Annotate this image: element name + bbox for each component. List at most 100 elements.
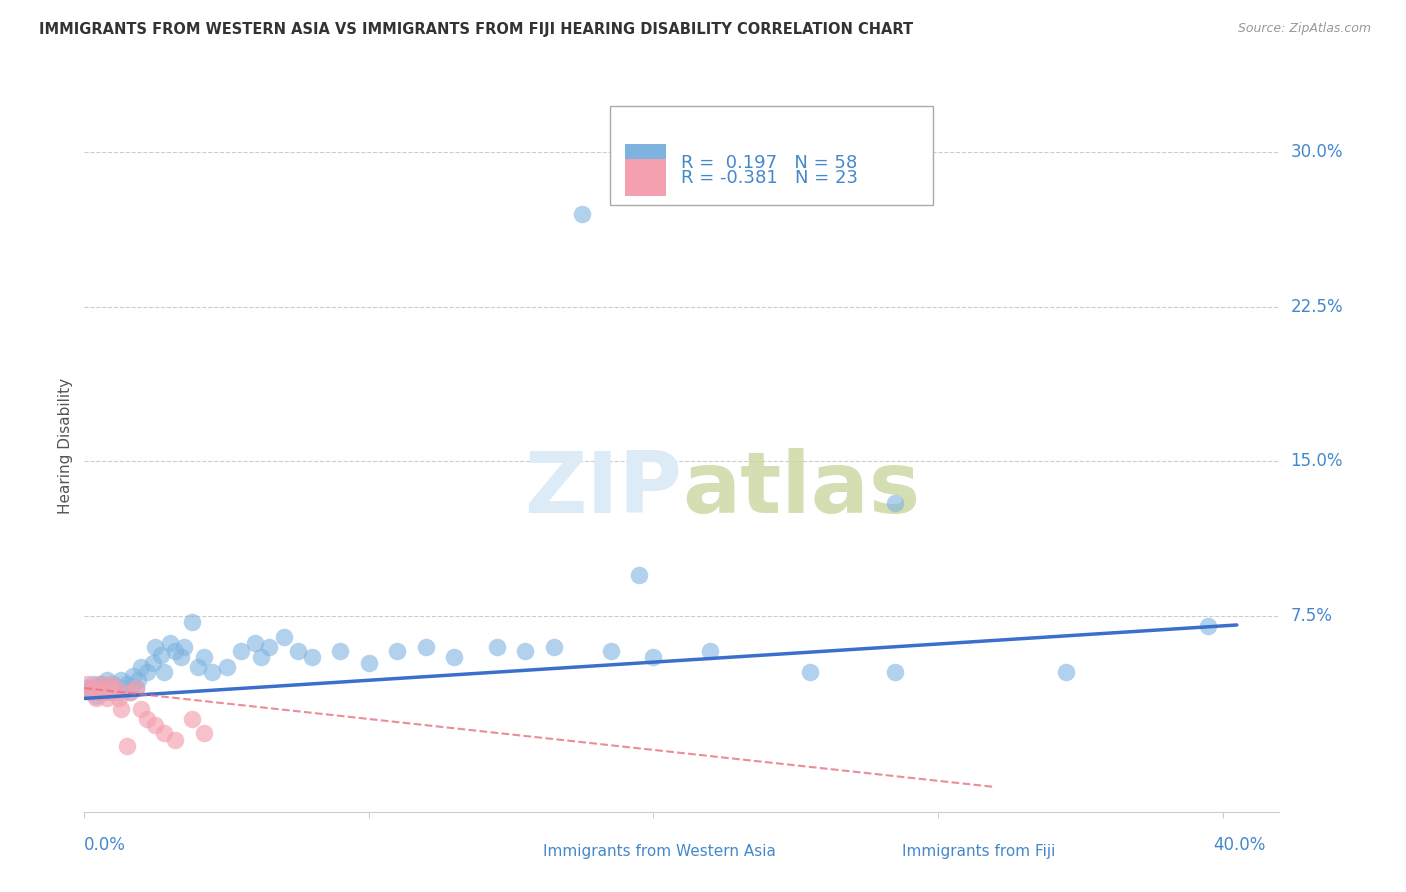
Point <box>124 681 146 695</box>
Point <box>329 644 352 658</box>
Point <box>96 691 118 706</box>
Point <box>76 677 98 691</box>
Point <box>96 673 118 687</box>
Text: IMMIGRANTS FROM WESTERN ASIA VS IMMIGRANTS FROM FIJI HEARING DISABILITY CORRELAT: IMMIGRANTS FROM WESTERN ASIA VS IMMIGRAN… <box>39 22 914 37</box>
Point <box>79 685 101 699</box>
Point <box>159 636 181 650</box>
Point <box>121 669 143 683</box>
Point <box>87 677 110 691</box>
Point <box>628 567 651 582</box>
Point <box>79 685 101 699</box>
Text: R =  0.197   N = 58: R = 0.197 N = 58 <box>681 153 858 171</box>
Point <box>259 640 281 654</box>
Point <box>82 681 104 695</box>
Point <box>101 685 124 699</box>
Point <box>124 681 146 695</box>
Bar <box>862 843 887 861</box>
Text: ZIP: ZIP <box>524 449 682 532</box>
Point <box>1197 619 1219 633</box>
Point <box>273 630 295 644</box>
Point <box>884 496 907 510</box>
Point <box>515 644 537 658</box>
Point <box>153 726 176 740</box>
Text: 7.5%: 7.5% <box>1291 607 1333 625</box>
Text: Immigrants from Fiji: Immigrants from Fiji <box>901 845 1054 860</box>
Point <box>249 650 271 665</box>
Point <box>193 726 215 740</box>
Point <box>90 685 112 699</box>
Point <box>181 615 204 629</box>
Point <box>699 644 721 658</box>
Point <box>104 681 127 695</box>
Point <box>107 685 129 699</box>
Point <box>170 650 193 665</box>
Point <box>118 685 141 699</box>
Point <box>387 644 409 658</box>
Text: R = -0.381   N = 23: R = -0.381 N = 23 <box>681 169 858 186</box>
Point <box>193 650 215 665</box>
Point <box>145 718 167 732</box>
Text: 30.0%: 30.0% <box>1291 144 1343 161</box>
Point <box>187 660 209 674</box>
Point <box>110 673 132 687</box>
Point <box>357 657 380 671</box>
Text: 40.0%: 40.0% <box>1213 837 1265 855</box>
Point <box>96 681 118 695</box>
Point <box>884 665 907 679</box>
Point <box>107 691 129 706</box>
Point <box>599 644 621 658</box>
Point <box>115 677 138 691</box>
Point <box>153 665 176 679</box>
Point <box>112 681 135 695</box>
Point <box>101 677 124 691</box>
Text: 15.0%: 15.0% <box>1291 452 1343 470</box>
Point <box>93 681 115 695</box>
Point <box>287 644 309 658</box>
Text: atlas: atlas <box>682 449 920 532</box>
Point <box>150 648 173 662</box>
Point <box>173 640 195 654</box>
Point <box>301 650 323 665</box>
Bar <box>503 843 529 861</box>
Text: 0.0%: 0.0% <box>84 837 127 855</box>
Point <box>84 691 107 706</box>
Point <box>98 677 121 691</box>
Point <box>98 685 121 699</box>
Point <box>1054 665 1077 679</box>
Point <box>118 685 141 699</box>
Point <box>165 732 187 747</box>
Point <box>201 665 224 679</box>
Text: 22.5%: 22.5% <box>1291 298 1343 316</box>
Point <box>415 640 437 654</box>
Point <box>571 207 593 221</box>
Bar <box>624 145 666 181</box>
Y-axis label: Hearing Disability: Hearing Disability <box>58 378 73 514</box>
Point <box>229 644 252 658</box>
Point <box>181 712 204 726</box>
Point <box>485 640 508 654</box>
Point <box>82 677 104 691</box>
Text: Source: ZipAtlas.com: Source: ZipAtlas.com <box>1237 22 1371 36</box>
Point <box>543 640 565 654</box>
Point <box>136 712 159 726</box>
Point <box>84 690 107 704</box>
Point <box>129 660 152 674</box>
Point <box>93 685 115 699</box>
FancyBboxPatch shape <box>610 106 934 204</box>
Text: Immigrants from Western Asia: Immigrants from Western Asia <box>543 845 776 860</box>
Point <box>90 677 112 691</box>
Point <box>127 673 149 687</box>
Point <box>115 739 138 753</box>
Point <box>142 657 165 671</box>
Point <box>443 650 465 665</box>
Point <box>87 685 110 699</box>
Point <box>136 665 159 679</box>
Point <box>76 681 98 695</box>
Point <box>243 636 266 650</box>
Point <box>165 644 187 658</box>
Point <box>87 681 110 695</box>
Point <box>215 660 238 674</box>
Point <box>104 681 127 695</box>
Point <box>145 640 167 654</box>
Point <box>799 665 821 679</box>
